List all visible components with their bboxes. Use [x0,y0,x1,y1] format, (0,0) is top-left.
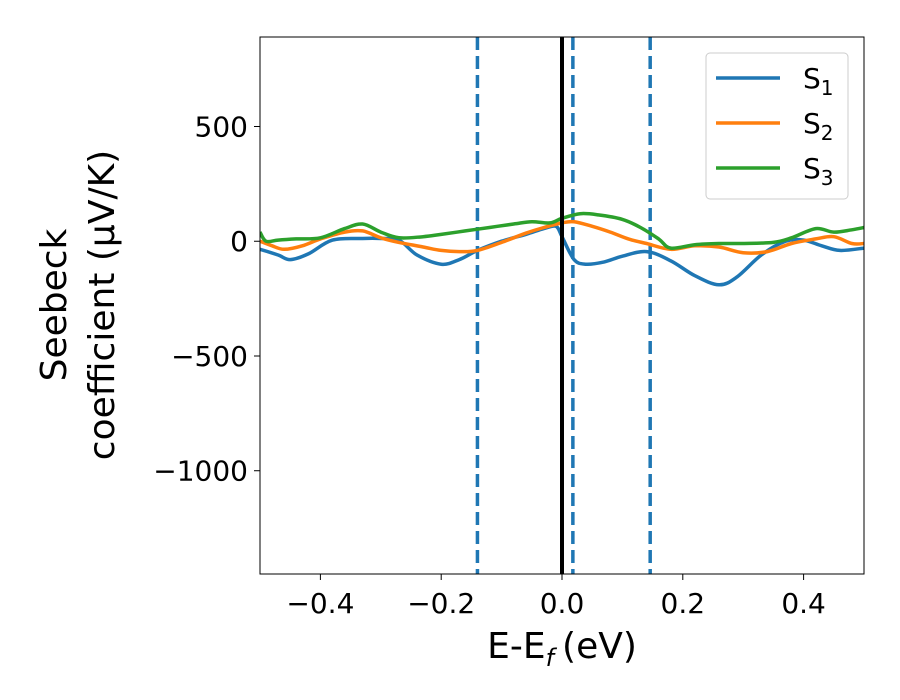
legend-box [705,52,849,200]
series-line-s1 [260,224,864,287]
x-tick-label: −0.4 [286,587,354,620]
series-line-s2 [260,219,864,255]
series-line-s3 [260,211,864,251]
legend-label-main: S [803,107,821,140]
legend-label-main: S [803,152,821,185]
y-axis-ticks: 500 0 −500 −1000 [153,111,260,488]
y-axis-title-line2: coefficient (μV/K) [82,150,123,460]
legend-label-s2: S2 [803,107,834,145]
legend-label-main: S [803,62,821,95]
y-tick-label: −500 [171,340,248,373]
legend-label-subscript: 2 [821,121,834,145]
y-tick-label: 0 [230,225,248,258]
legend-label-s3: S3 [803,152,834,190]
vertical-marker-lines [475,37,652,574]
x-tick-label: 0.0 [540,587,585,620]
legend-label-subscript: 1 [821,76,834,100]
y-tick-label: 500 [195,111,248,144]
x-tick-label: 0.4 [781,587,826,620]
x-axis-title-unit: (eV) [562,626,637,667]
y-tick-label: −1000 [153,455,248,488]
legend-label-subscript: 3 [821,166,834,190]
series-layer [260,37,864,574]
x-tick-label: 0.2 [661,587,706,620]
y-axis-title-line1: Seebeck [34,228,75,381]
x-axis-title: E-Ef (eV) [487,626,637,672]
x-axis-ticks: −0.4 −0.2 0.0 0.2 0.4 [286,574,826,620]
legend-label-s1: S1 [803,62,834,100]
x-axis-title-main: E-E [487,626,545,667]
x-tick-label: −0.2 [407,587,475,620]
